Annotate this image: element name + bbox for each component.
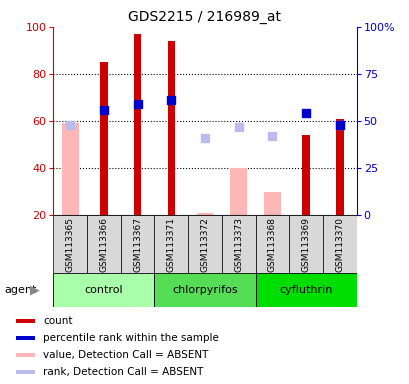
Bar: [16, 319, 35, 323]
Text: chlorpyrifos: chlorpyrifos: [172, 285, 237, 295]
Point: [67, 122, 73, 128]
Bar: [335, 119, 343, 215]
Bar: [255, 215, 289, 273]
Bar: [16, 336, 35, 340]
Bar: [322, 215, 356, 273]
Bar: [188, 215, 221, 273]
Text: cyfluthrin: cyfluthrin: [279, 285, 332, 295]
Bar: [154, 273, 255, 307]
Bar: [196, 213, 213, 215]
Bar: [16, 353, 35, 357]
Text: value, Detection Call = ABSENT: value, Detection Call = ABSENT: [43, 350, 208, 360]
Bar: [100, 62, 107, 215]
Point: [134, 101, 141, 107]
Point: [100, 107, 107, 113]
Point: [235, 124, 241, 130]
Bar: [221, 215, 255, 273]
Text: GSM113370: GSM113370: [335, 217, 344, 272]
Text: GSM113367: GSM113367: [133, 217, 142, 272]
Text: control: control: [84, 285, 123, 295]
Text: GSM113372: GSM113372: [200, 217, 209, 271]
Text: agent: agent: [4, 285, 36, 295]
Text: GSM113366: GSM113366: [99, 217, 108, 272]
Bar: [302, 135, 309, 215]
Bar: [87, 215, 120, 273]
Text: GSM113368: GSM113368: [267, 217, 276, 272]
Bar: [230, 168, 247, 215]
Text: GSM113371: GSM113371: [166, 217, 175, 272]
Point: [201, 135, 208, 141]
Bar: [289, 215, 322, 273]
Text: GSM113373: GSM113373: [234, 217, 243, 272]
Point: [336, 122, 342, 128]
Point: [336, 122, 342, 128]
Bar: [255, 273, 356, 307]
Bar: [120, 215, 154, 273]
Bar: [53, 273, 154, 307]
Bar: [154, 215, 188, 273]
Text: GDS2215 / 216989_at: GDS2215 / 216989_at: [128, 10, 281, 23]
Bar: [62, 123, 79, 215]
Bar: [53, 215, 87, 273]
Bar: [167, 41, 175, 215]
Point: [168, 97, 174, 103]
Text: GSM113369: GSM113369: [301, 217, 310, 272]
Bar: [134, 34, 141, 215]
Bar: [263, 192, 280, 215]
Text: percentile rank within the sample: percentile rank within the sample: [43, 333, 218, 343]
Text: rank, Detection Call = ABSENT: rank, Detection Call = ABSENT: [43, 367, 203, 377]
Text: ▶: ▶: [30, 283, 39, 296]
Point: [302, 110, 309, 116]
Text: count: count: [43, 316, 72, 326]
Text: GSM113365: GSM113365: [65, 217, 74, 272]
Bar: [16, 370, 35, 374]
Point: [268, 133, 275, 139]
